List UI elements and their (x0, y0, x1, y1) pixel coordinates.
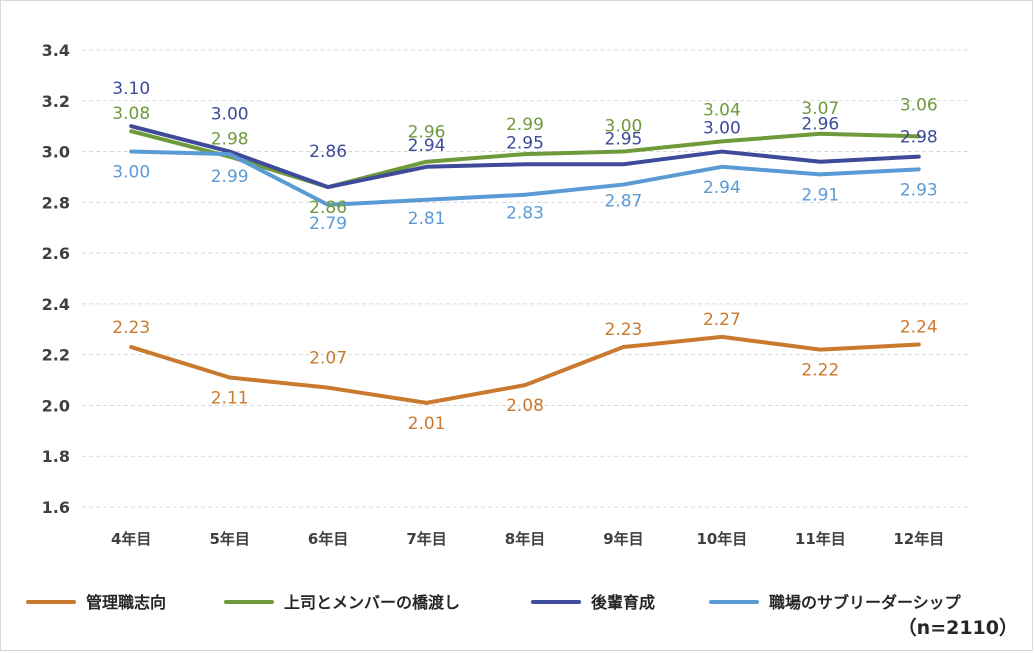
y-tick-label: 2.4 (42, 295, 70, 314)
data-label: 2.98 (900, 128, 938, 148)
data-label: 3.07 (801, 99, 839, 119)
legend-entry: 上司とメンバーの橋渡し (224, 593, 460, 612)
data-label: 2.87 (605, 192, 643, 212)
data-label: 2.99 (506, 115, 544, 135)
y-tick-label: 2.6 (42, 244, 70, 263)
data-label: 2.27 (703, 310, 741, 330)
data-label: 2.23 (112, 318, 150, 338)
data-label: 2.98 (211, 130, 249, 150)
x-axis: 4年目 5年目 6年目 7年目 8年目 9年目 10年目 11年目 12年目 (111, 530, 944, 548)
data-label: 3.00 (703, 119, 741, 139)
x-tick-label: 8年目 (505, 530, 545, 548)
series-line-2 (129, 129, 921, 190)
y-tick-label: 1.6 (42, 498, 70, 517)
data-label: 2.07 (309, 349, 347, 369)
series-line-4 (129, 149, 921, 207)
legend-label: 職場のサブリーダーシップ (769, 593, 962, 612)
x-tick-label: 10年目 (696, 530, 747, 548)
series-line-1 (129, 334, 921, 405)
data-label: 2.22 (801, 361, 839, 381)
series-line-3 (129, 124, 921, 190)
data-label: 3.00 (605, 117, 643, 137)
data-label: 3.10 (112, 79, 150, 99)
x-tick-label: 11年目 (795, 530, 846, 548)
y-axis: 1.6 1.8 2.0 2.2 2.4 2.6 2.8 3.0 3.2 3.4 (42, 41, 70, 517)
data-label: 2.24 (900, 318, 938, 338)
x-tick-label: 6年目 (308, 530, 348, 548)
data-label: 2.95 (506, 133, 544, 153)
x-tick-label: 9年目 (603, 530, 643, 548)
data-label: 2.96 (801, 115, 839, 135)
data-label: 2.79 (309, 214, 347, 234)
legend-entry: 後輩育成 (531, 593, 655, 612)
y-tick-label: 3.2 (42, 92, 70, 111)
x-tick-label: 7年目 (406, 530, 446, 548)
y-tick-label: 2.8 (42, 193, 70, 212)
data-label: 3.08 (112, 104, 150, 124)
x-tick-label: 12年目 (893, 530, 944, 548)
data-label: 2.86 (309, 198, 347, 218)
series-lines (129, 124, 921, 405)
data-label: 2.86 (309, 142, 347, 162)
data-label: 2.81 (408, 209, 446, 229)
y-tick-label: 2.0 (42, 396, 70, 415)
data-label: 3.00 (112, 163, 150, 183)
data-label: 2.11 (211, 389, 249, 409)
data-label: 2.94 (408, 136, 446, 156)
y-tick-label: 3.0 (42, 143, 70, 162)
x-tick-label: 5年目 (209, 530, 249, 548)
data-label: 2.95 (605, 129, 643, 149)
data-labels: 2.23 2.11 2.07 2.01 2.08 2.23 2.27 2.22 2.24 3.08… (112, 79, 937, 434)
y-tick-label: 3.4 (42, 41, 70, 60)
data-label: 2.94 (703, 178, 741, 198)
data-label: 2.23 (605, 320, 643, 340)
data-label: 3.04 (703, 100, 741, 120)
data-label: 3.00 (211, 105, 249, 125)
legend-label: 上司とメンバーの橋渡し (284, 593, 460, 612)
legend-entry: 管理職志向 (26, 593, 166, 612)
x-tick-label: 4年目 (111, 530, 151, 548)
data-label: 2.99 (211, 167, 249, 187)
data-label: 2.93 (900, 180, 938, 200)
data-label: 2.01 (408, 414, 446, 434)
data-label: 2.91 (801, 185, 839, 205)
y-tick-label: 1.8 (42, 447, 70, 466)
y-tick-label: 2.2 (42, 346, 70, 365)
legend-label: 管理職志向 (86, 593, 166, 612)
legend-label: 後輩育成 (591, 593, 655, 612)
data-label: 3.06 (900, 95, 938, 115)
sample-size-note: （n=2110） (898, 616, 1018, 639)
data-label: 2.08 (506, 396, 544, 416)
data-label: 2.83 (506, 204, 544, 224)
legend: 管理職志向 上司とメンバーの橋渡し 後輩育成 職場のサブリーダーシップ (26, 593, 962, 612)
legend-entry: 職場のサブリーダーシップ (709, 593, 962, 612)
data-label: 2.96 (408, 123, 446, 143)
